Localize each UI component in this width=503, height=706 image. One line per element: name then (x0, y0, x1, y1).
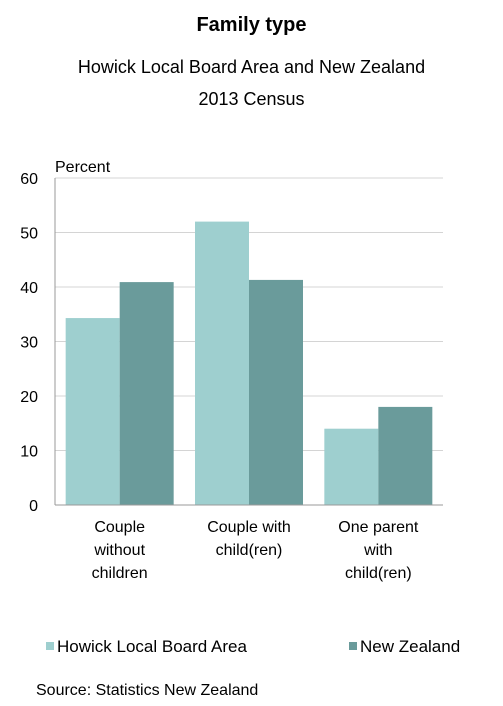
y-tick-label: 60 (20, 171, 38, 188)
x-tick-label: Couple with (207, 519, 291, 536)
legend-item-howick: Howick Local Board Area (46, 637, 247, 657)
bar-chart: 0 10 20 30 40 50 60 Percent Couple without childre… (20, 159, 443, 582)
bar-howick-2 (324, 428, 379, 505)
legend-label-new-zealand: New Zealand (360, 637, 461, 656)
legend-label-howick: Howick Local Board Area (57, 637, 247, 656)
x-tick-label: child(ren) (345, 565, 412, 582)
bar-new-zealand-2 (378, 406, 433, 505)
y-axis-label: Percent (55, 159, 111, 176)
y-tick-label: 30 (20, 335, 38, 352)
bar-new-zealand-0 (119, 282, 174, 505)
y-tick-label: 20 (20, 389, 38, 406)
chart-subtitle-line-2: 2013 Census (198, 89, 305, 109)
bar-howick-1 (195, 221, 249, 505)
y-tick-label: 0 (29, 498, 38, 515)
x-tick-label: children (92, 565, 148, 582)
x-tick-label: with (363, 542, 392, 559)
y-tick-label: 10 (20, 444, 38, 461)
bar-howick-0 (65, 318, 120, 505)
x-tick-label: child(ren) (216, 542, 283, 559)
x-tick-label: One parent (338, 519, 419, 536)
bar-new-zealand-1 (249, 279, 303, 505)
y-tick-label: 40 (20, 280, 38, 297)
legend-swatch-howick (46, 642, 54, 650)
x-tick-label: Couple (94, 519, 145, 536)
chart-subtitle-line-1: Howick Local Board Area and New Zealand (77, 57, 426, 77)
y-tick-label: 50 (20, 226, 38, 243)
legend-swatch-new-zealand (349, 642, 357, 650)
chart-title: Family type (196, 14, 307, 36)
source-note: Source: Statistics New Zealand (36, 682, 259, 699)
x-tick-label: without (93, 542, 145, 559)
legend-item-new-zealand: New Zealand (349, 637, 460, 657)
